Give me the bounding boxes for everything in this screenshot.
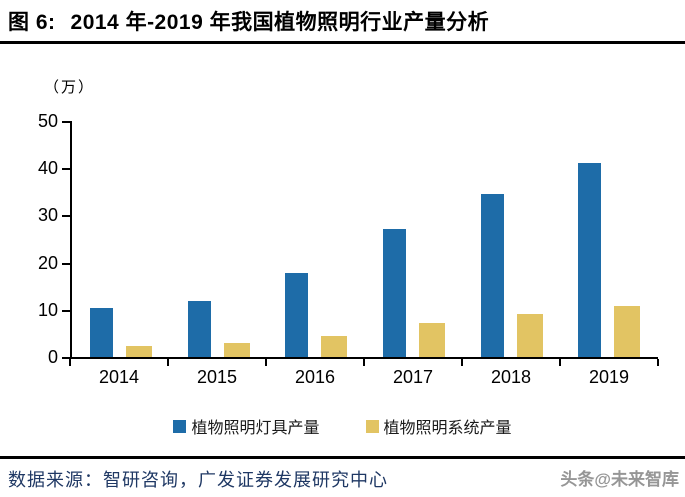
y-axis-tick-labels: 0 10 20 30 40 50 bbox=[0, 112, 58, 366]
bar-series2-2017 bbox=[418, 323, 445, 357]
watermark-text: 头条@未来智库 bbox=[560, 470, 679, 489]
bar-series1-2018 bbox=[480, 194, 504, 357]
y-tick-mark bbox=[62, 168, 70, 171]
bar-series2-2014 bbox=[125, 346, 152, 357]
x-axis-tick-labels: 2014 2015 2016 2017 2018 2019 bbox=[70, 367, 658, 388]
y-tick-label-30: 30 bbox=[37, 205, 58, 226]
x-tick-label-2017: 2017 bbox=[392, 367, 434, 387]
bar-group-2015 bbox=[170, 121, 268, 357]
y-tick-label-20: 20 bbox=[37, 252, 58, 273]
bar-group-2018 bbox=[463, 121, 561, 357]
y-tick-label-0: 0 bbox=[47, 347, 58, 367]
bar-series2-2016 bbox=[321, 336, 348, 357]
chart-legend: 植物照明灯具产量 植物照明系统产量 bbox=[0, 414, 685, 438]
bar-group-2016 bbox=[267, 121, 365, 357]
x-tick-mark bbox=[264, 359, 267, 366]
plot-area bbox=[70, 121, 658, 359]
bar-series1-2015 bbox=[187, 301, 211, 357]
x-axis-ticks bbox=[69, 359, 659, 366]
x-tick-label-2018: 2018 bbox=[490, 367, 532, 387]
bar-series2-2018 bbox=[516, 314, 543, 357]
bar-group-2014 bbox=[72, 121, 170, 357]
legend-item-1: 植物照明灯具产量 bbox=[173, 414, 320, 438]
x-tick-mark bbox=[460, 359, 463, 366]
legend-label: 植物照明系统产量 bbox=[383, 420, 512, 437]
bar-series1-2017 bbox=[382, 229, 406, 357]
bar-group-2017 bbox=[365, 121, 463, 357]
y-tick-mark bbox=[62, 357, 70, 359]
y-tick-mark bbox=[62, 309, 70, 312]
x-tick-label-2019: 2019 bbox=[588, 367, 630, 387]
legend-item-2: 植物照明系统产量 bbox=[365, 414, 512, 438]
x-tick-mark bbox=[363, 359, 365, 366]
legend-swatch-icon bbox=[173, 419, 187, 433]
y-tick-mark bbox=[62, 215, 70, 218]
figure-title: 图 6: 2014 年-2019 年我国植物照明行业产量分析 bbox=[8, 6, 489, 36]
footer-divider bbox=[0, 456, 685, 459]
x-tick-label-2015: 2015 bbox=[196, 367, 238, 387]
legend-swatch-icon bbox=[365, 419, 379, 433]
y-tick-mark bbox=[62, 262, 70, 265]
bar-series1-2014 bbox=[89, 308, 113, 357]
x-tick-mark bbox=[166, 359, 169, 366]
y-axis-unit-label: （万） bbox=[44, 79, 96, 96]
y-tick-label-40: 40 bbox=[37, 158, 58, 179]
bar-group-2019 bbox=[560, 121, 658, 357]
figure-label: 图 6: bbox=[8, 11, 56, 34]
x-tick-mark bbox=[69, 359, 71, 366]
data-source-text: 数据来源：智研咨询，广发证券发展研究中心 bbox=[8, 470, 388, 490]
x-tick-mark bbox=[559, 359, 561, 366]
figure-title-text: 2014 年-2019 年我国植物照明行业产量分析 bbox=[70, 11, 490, 34]
x-tick-label-2014: 2014 bbox=[98, 367, 140, 387]
title-divider bbox=[0, 41, 685, 44]
bar-series1-2016 bbox=[285, 273, 309, 357]
x-tick-mark bbox=[657, 359, 659, 366]
y-tick-mark bbox=[62, 121, 70, 123]
bar-series2-2019 bbox=[614, 306, 641, 357]
y-tick-label-10: 10 bbox=[37, 299, 58, 320]
bar-series2-2015 bbox=[223, 343, 250, 357]
legend-label: 植物照明灯具产量 bbox=[191, 420, 320, 437]
y-tick-label-50: 50 bbox=[37, 111, 58, 131]
bar-series1-2019 bbox=[578, 163, 602, 357]
x-tick-label-2016: 2016 bbox=[294, 367, 336, 387]
